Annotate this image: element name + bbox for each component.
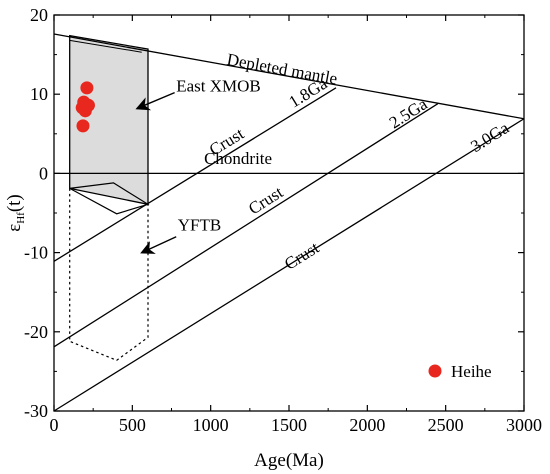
ticks-layer: 0 500 1000 1500 2000 2500 3000 20 10 0 -10 -20 -30 <box>24 5 542 435</box>
x-tick-label: 500 <box>119 415 146 435</box>
y-tick-label: -20 <box>24 322 48 342</box>
line-depleted-mantle <box>53 33 525 120</box>
legend-label: Heihe <box>451 362 492 381</box>
annotation-layer: East XMOB YFTB <box>135 76 261 254</box>
y-tick-label: -10 <box>24 243 48 263</box>
line-label: Chondrite <box>204 149 272 168</box>
legend: Heihe <box>428 362 492 381</box>
x-tick-label: 2000 <box>349 415 385 435</box>
y-tick-label: 0 <box>39 163 48 183</box>
x-tick-label: 1000 <box>193 415 229 435</box>
annotation-east-xmob: East XMOB <box>176 76 261 95</box>
x-axis-title: Age(Ma) <box>254 450 324 471</box>
line-label: 3.0Ga <box>467 118 512 156</box>
sample-point <box>76 119 90 133</box>
y-axis-title-main: ε <box>4 224 25 232</box>
sample-point <box>78 104 92 118</box>
y-axis-title-tail: (t) <box>4 194 25 212</box>
crust-label: Crust <box>281 238 323 274</box>
line-label: 2.5Ga <box>386 94 431 132</box>
sample-point <box>80 81 94 95</box>
line-1-8ga <box>53 87 337 262</box>
x-tick-label: 1500 <box>271 415 307 435</box>
sample-points-layer <box>75 81 95 133</box>
yftb-arrowhead <box>140 241 156 254</box>
line-2-5ga <box>53 103 439 348</box>
y-tick-label: 10 <box>30 84 48 104</box>
x-tick-label: 0 <box>50 415 59 435</box>
region-east-xmob-inner-edge <box>69 39 142 53</box>
east-xmob-arrowhead <box>135 97 152 111</box>
x-tick-label: 3000 <box>506 415 542 435</box>
regions-layer <box>69 34 150 361</box>
y-tick-label: 20 <box>30 5 48 25</box>
y-axis-title: εHf(t) <box>4 194 27 232</box>
region-yftb-dotted <box>69 188 149 361</box>
legend-marker <box>428 364 442 378</box>
x-tick-label: 2500 <box>428 415 464 435</box>
y-tick-label: -30 <box>24 401 48 421</box>
y-axis-title-sub: Hf <box>15 212 27 224</box>
annotation-yftb: YFTB <box>178 215 221 234</box>
line-3-0ga <box>53 118 525 412</box>
reference-lines-layer <box>53 33 525 412</box>
